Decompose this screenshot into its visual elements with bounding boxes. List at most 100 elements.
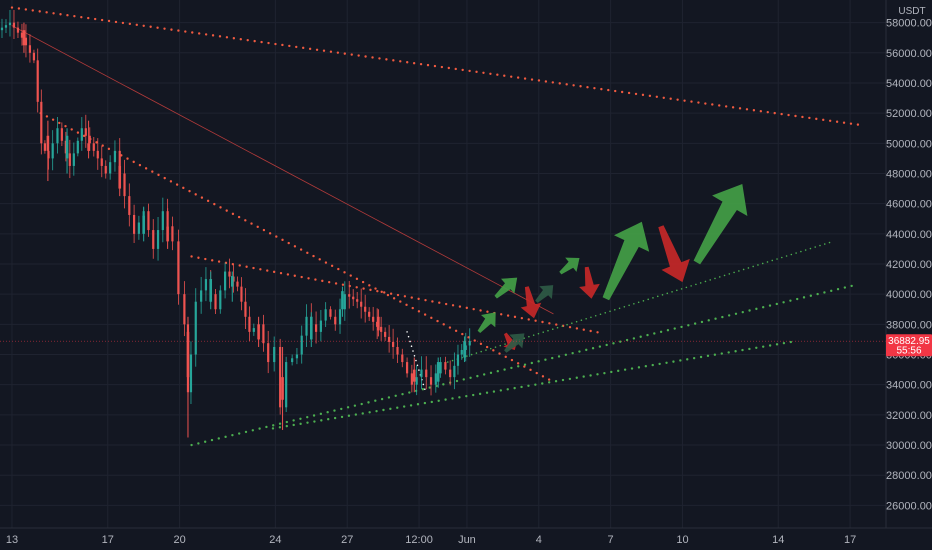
candle-body <box>273 346 276 363</box>
candle-body <box>248 316 251 332</box>
candle-body <box>161 211 164 231</box>
candle-body <box>68 153 71 166</box>
price-tick-label: 58000.00 <box>886 18 932 30</box>
candle-body <box>228 271 231 277</box>
candle-body <box>396 346 399 355</box>
candle-body <box>384 331 387 337</box>
candle-body <box>281 377 284 400</box>
candle-body <box>295 354 299 359</box>
price-axis[interactable] <box>886 0 932 528</box>
price-tick-label: 32000.00 <box>886 410 932 422</box>
candle-body <box>240 286 243 302</box>
candle-body <box>364 306 367 312</box>
candle-body <box>51 143 54 159</box>
candle-body <box>16 27 20 33</box>
candle-body <box>118 165 122 189</box>
price-tick-label: 42000.00 <box>886 259 932 271</box>
candle-body <box>87 143 90 151</box>
candle-body <box>56 128 59 144</box>
candle-body <box>47 150 50 159</box>
candle-body <box>388 336 391 342</box>
candle-body <box>279 346 282 408</box>
projection-arrow-up <box>535 285 554 303</box>
candle-body <box>360 301 363 307</box>
candle-body <box>113 150 117 163</box>
candle-body <box>12 22 16 28</box>
time-tick-label: 14 <box>772 534 784 546</box>
candle-body <box>43 143 46 151</box>
price-tick-label: 26000.00 <box>886 500 932 512</box>
candle-body <box>128 196 131 215</box>
time-tick-label: 4 <box>536 534 542 546</box>
price-tick-label: 52000.00 <box>886 108 932 120</box>
current-price-tag: 36882.95 55:56 <box>886 334 932 357</box>
candle-body <box>183 294 186 325</box>
trendline <box>190 255 605 335</box>
candles <box>0 10 471 438</box>
price-tick-label: 40000.00 <box>886 289 932 301</box>
projection-arrow-up <box>602 221 650 301</box>
candle-body <box>142 215 145 234</box>
candle-body <box>80 128 83 141</box>
trendline <box>10 6 864 127</box>
projection-arrow-down <box>658 225 690 283</box>
candle-body <box>309 316 313 340</box>
projection-arrow-up <box>477 312 496 333</box>
candle-body <box>65 135 69 159</box>
time-tick-label: 17 <box>102 534 114 546</box>
candle-body <box>60 128 63 141</box>
candle-body <box>420 369 423 378</box>
price-tick-label: 48000.00 <box>886 168 932 180</box>
candle-body <box>285 362 288 408</box>
candle-body <box>449 369 452 378</box>
candle-body <box>401 354 404 363</box>
candle-body <box>291 358 294 363</box>
candle-body <box>324 309 327 321</box>
candle-countdown: 55:56 <box>896 346 921 357</box>
projection-arrows <box>477 184 748 353</box>
time-tick-label: 20 <box>173 534 185 546</box>
candle-body <box>200 290 203 302</box>
projection-arrow-up <box>504 333 525 353</box>
current-price-tag-background <box>886 334 932 357</box>
candle-body <box>84 128 87 136</box>
candle-body <box>8 22 12 26</box>
projection-arrow-down <box>520 286 542 319</box>
candle-body <box>32 52 36 61</box>
candle-body <box>166 226 169 242</box>
candle-body <box>314 324 318 332</box>
candle-body <box>436 362 440 382</box>
candle-body <box>257 324 260 340</box>
price-tick-label: 34000.00 <box>886 380 932 392</box>
candle-body <box>104 165 107 174</box>
candle-body <box>4 25 8 28</box>
time-tick-label: 13 <box>6 534 18 546</box>
candle-body <box>46 135 50 151</box>
candle-body <box>356 299 359 302</box>
candle-body <box>319 320 322 332</box>
candle-body <box>348 294 351 297</box>
candle-body <box>147 211 150 231</box>
time-axis-ticks: 13 17 20 24 27 12:00 Jun 4 7 10 14 17 <box>6 534 856 546</box>
candle-body <box>244 301 247 317</box>
candle-body <box>230 276 234 287</box>
candle-body <box>20 32 24 38</box>
candle-body <box>28 45 32 53</box>
price-tick-label: 46000.00 <box>886 199 932 211</box>
candle-body <box>209 279 213 302</box>
candle-body <box>204 279 208 291</box>
axis-unit-label: USDT <box>898 6 925 17</box>
price-tick-label: 28000.00 <box>886 470 932 482</box>
candle-body <box>341 291 344 310</box>
candle-body <box>300 335 303 355</box>
time-axis[interactable] <box>0 528 932 550</box>
candle-body <box>171 226 174 242</box>
price-tick-label: 56000.00 <box>886 48 932 60</box>
candle-body <box>36 60 39 102</box>
candle-body <box>425 369 428 378</box>
projection-arrow-up <box>559 257 580 275</box>
candle-body <box>223 271 227 291</box>
candle-body <box>434 373 437 385</box>
candle-body <box>405 362 409 374</box>
